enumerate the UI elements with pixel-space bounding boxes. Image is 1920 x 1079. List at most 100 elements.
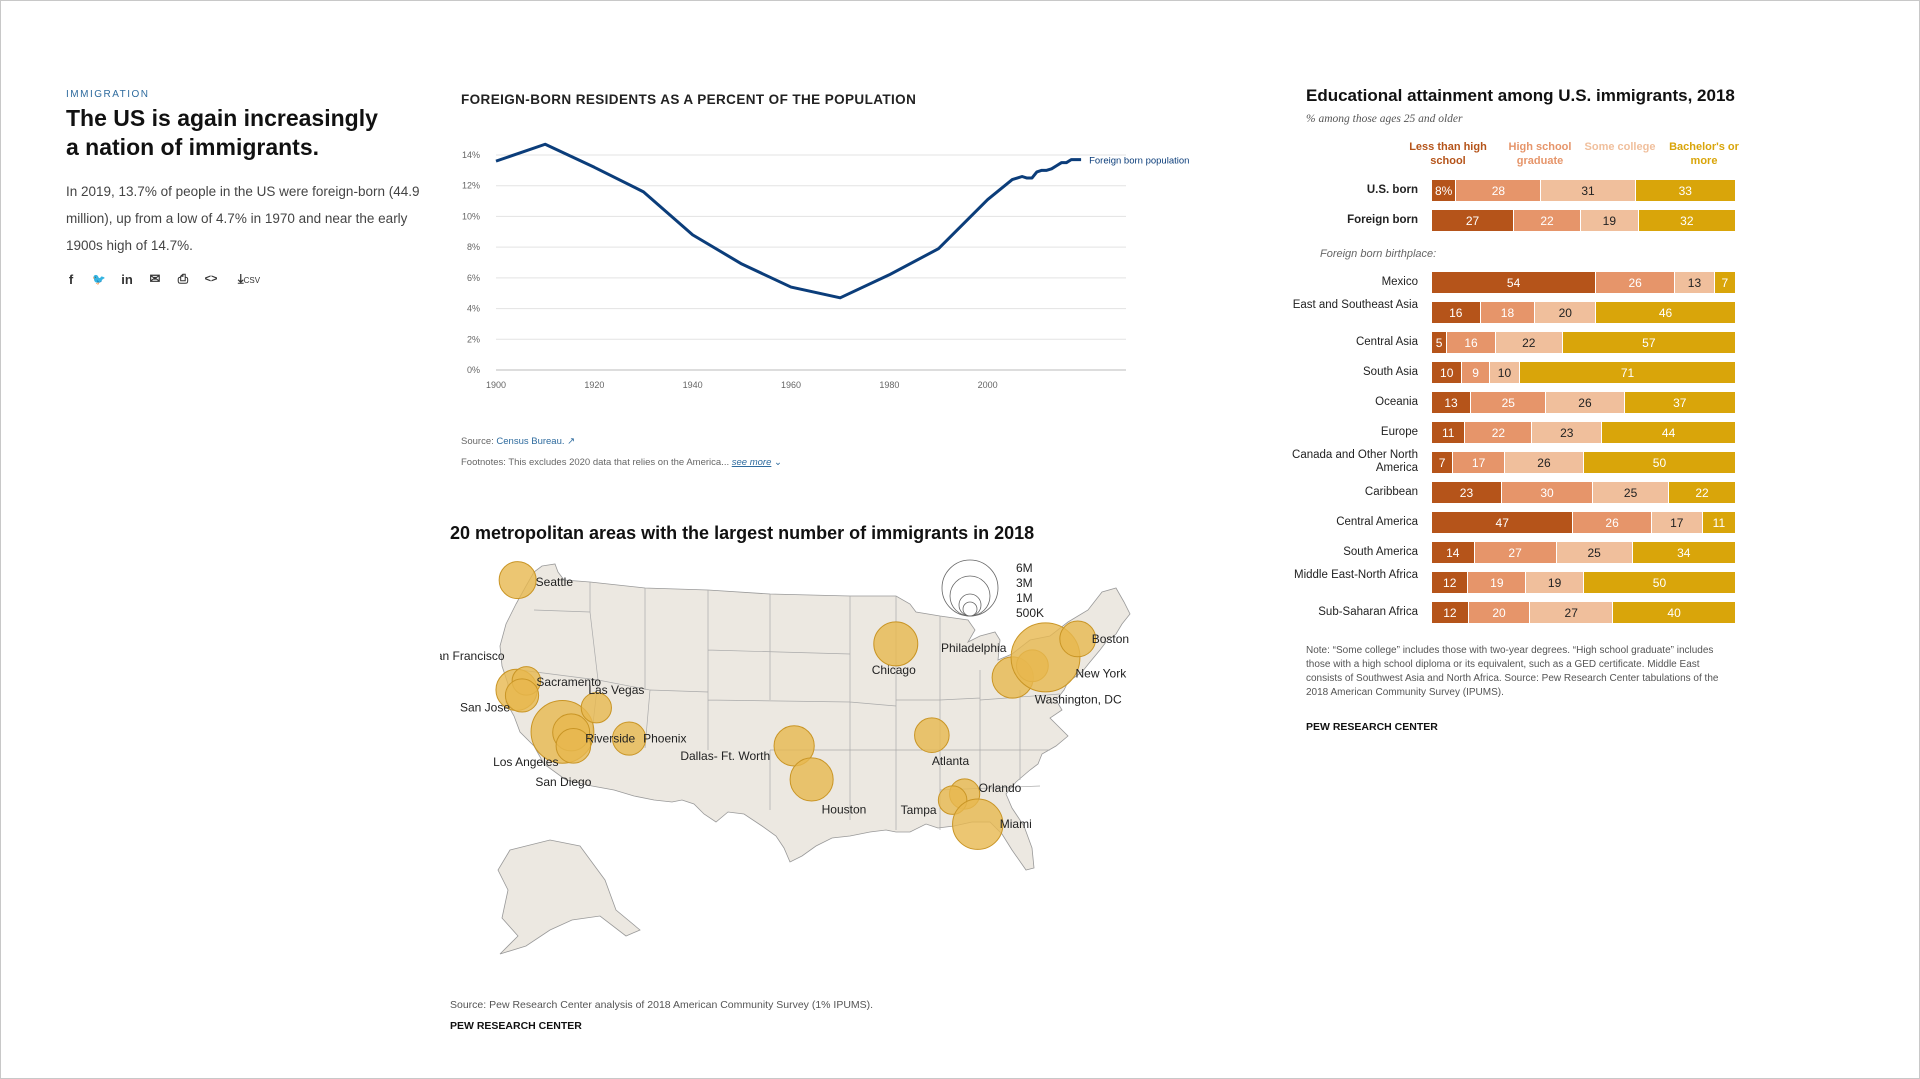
bar-segment: 57 <box>1562 332 1736 353</box>
csv-label: CSV <box>243 276 261 285</box>
metro-label: Las Vegas <box>588 683 644 697</box>
bar-segment: 23 <box>1532 422 1603 443</box>
footnote-label: Footnotes: <box>461 457 506 468</box>
x-tick-label: 1980 <box>879 380 899 390</box>
metro-bubble[interactable] <box>1059 620 1097 658</box>
metro-bubble[interactable] <box>952 798 1004 850</box>
metro-bubble[interactable] <box>580 692 612 724</box>
bar-segment: 19 <box>1526 572 1584 593</box>
bar-category-label: U.S. born <box>1366 184 1418 196</box>
line-chart-title: FOREIGN-BORN RESIDENTS AS A PERCENT OF T… <box>461 92 917 107</box>
legend-series-name: Some college <box>1584 141 1656 153</box>
metro-label: Houston <box>822 802 867 816</box>
footnote-text: This excludes 2020 data that relies on t… <box>508 457 730 468</box>
bar-segment: 22 <box>1514 210 1581 231</box>
metro-bubble[interactable] <box>611 721 647 756</box>
metro-label: San Francisco <box>440 649 505 663</box>
bar-segment: 28 <box>1456 180 1542 201</box>
email-icon[interactable]: ✉ <box>149 271 161 286</box>
bar-category-label: South America <box>1343 546 1418 558</box>
alaska-shape <box>497 839 641 955</box>
bar-segment: 27 <box>1432 210 1515 231</box>
bar-segment: 22 <box>1465 422 1533 443</box>
download-csv-icon[interactable]: ⤓CSV <box>232 271 266 287</box>
bar-segment: 25 <box>1471 392 1547 413</box>
metro-bubble[interactable] <box>555 728 592 764</box>
bar-segment: 23 <box>1432 482 1502 503</box>
bar-segment: 17 <box>1651 512 1703 533</box>
metro-label: Sacramento <box>536 675 601 689</box>
bar-segment: 16 <box>1432 302 1481 323</box>
bar-category-label: Central Asia <box>1355 336 1418 348</box>
bar-category-label: Caribbean <box>1364 486 1418 498</box>
metro-label: New York <box>1076 666 1128 680</box>
bar-segment: 18 <box>1480 302 1536 323</box>
stacked-bar: 8% 28 31 33 <box>1432 180 1736 201</box>
metro-label: Boston <box>1092 632 1129 646</box>
metro-bubble[interactable] <box>789 757 834 802</box>
bar-segment: 26 <box>1504 452 1584 473</box>
metro-label: Washington, DC <box>1035 693 1122 707</box>
stacked-bar: 23 30 25 22 <box>1432 482 1736 503</box>
dek-paragraph: In 2019, 13.7% of people in the US were … <box>66 184 420 253</box>
bar-segment: 7 <box>1432 452 1454 473</box>
bar-category-label: Canada and Other North America <box>1292 449 1418 474</box>
bar-category-label: Oceania <box>1375 396 1418 408</box>
bar-chart-subtitle: % among those ages 25 and older <box>1306 113 1463 125</box>
legend-label-500k: 500K <box>1016 606 1044 620</box>
bar-segment: 46 <box>1596 302 1736 323</box>
bar-segment: 16 <box>1447 332 1496 353</box>
x-tick-label: 1920 <box>584 380 604 390</box>
bar-category-label: Central America <box>1336 516 1418 528</box>
stacked-bar: 11 22 23 44 <box>1432 422 1736 443</box>
bar-segment: 13 <box>1432 392 1472 413</box>
legend-label-3m: 3M <box>1016 576 1033 590</box>
see-more-link[interactable]: see more <box>731 457 772 468</box>
bar-segment: 31 <box>1541 180 1636 201</box>
bar-segment: 5 <box>1432 332 1448 353</box>
metro-label: Atlanta <box>932 754 970 768</box>
stacked-bar: 47 26 17 11 <box>1432 512 1736 533</box>
bar-segment: 26 <box>1573 512 1652 533</box>
metro-label: Miami <box>1000 817 1032 831</box>
bar-segment: 33 <box>1635 180 1736 201</box>
metro-bubble[interactable] <box>873 621 919 667</box>
chevron-down-icon[interactable]: ⌄ <box>774 457 782 468</box>
y-tick-label: 12% <box>462 181 480 191</box>
y-tick-label: 8% <box>467 242 480 252</box>
facebook-icon[interactable]: f <box>68 271 74 287</box>
legend-circle-6m <box>941 559 999 617</box>
bar-segment: 19 <box>1468 572 1527 593</box>
metro-label: Phoenix <box>643 732 686 746</box>
section-kicker: IMMIGRATION <box>66 89 150 100</box>
download-glyph: ⤓ <box>237 271 244 286</box>
bar-category-label: Middle East-North Africa <box>1294 569 1418 581</box>
twitter-icon[interactable]: 🐦 <box>92 273 106 286</box>
print-icon[interactable]: ⎙ <box>177 271 189 286</box>
metro-bubble[interactable] <box>504 678 540 713</box>
metro-label: Los Angeles <box>493 755 558 769</box>
metro-label: San Jose <box>460 700 510 714</box>
bar-segment: 22 <box>1495 332 1563 353</box>
bar-segment: 50 <box>1583 572 1736 593</box>
line-chart: 0% 2% 4% 6% 8% 10% 12% 14% 1900 1920 1940 1960 1980 2… <box>462 142 1189 390</box>
bar-segment: 10 <box>1432 362 1463 383</box>
legend-circle-1m <box>958 593 982 617</box>
bar-segment: 50 <box>1583 452 1736 473</box>
bar-segment: 25 <box>1556 542 1633 563</box>
us-map: Seattle San Francisco Sacramento San Jose Lo… <box>440 559 1131 955</box>
bar-segment: 71 <box>1520 362 1736 383</box>
embed-icon[interactable]: <> <box>204 273 218 285</box>
bar-segment: 20 <box>1535 302 1597 323</box>
linkedin-icon[interactable]: in <box>121 271 133 287</box>
bar-chart-credit: PEW RESEARCH CENTER <box>1306 721 1438 733</box>
metro-label: San Diego <box>535 775 591 789</box>
y-tick-label: 6% <box>467 273 480 283</box>
bar-segment: 25 <box>1593 482 1670 503</box>
bar-segment: 11 <box>1432 422 1466 443</box>
y-tick-label: 2% <box>467 334 480 344</box>
metro-bubble[interactable] <box>498 561 537 600</box>
census-bureau-link[interactable]: Census Bureau. <box>496 436 565 447</box>
metro-bubble[interactable] <box>914 717 950 753</box>
metro-bubble[interactable] <box>773 725 815 767</box>
